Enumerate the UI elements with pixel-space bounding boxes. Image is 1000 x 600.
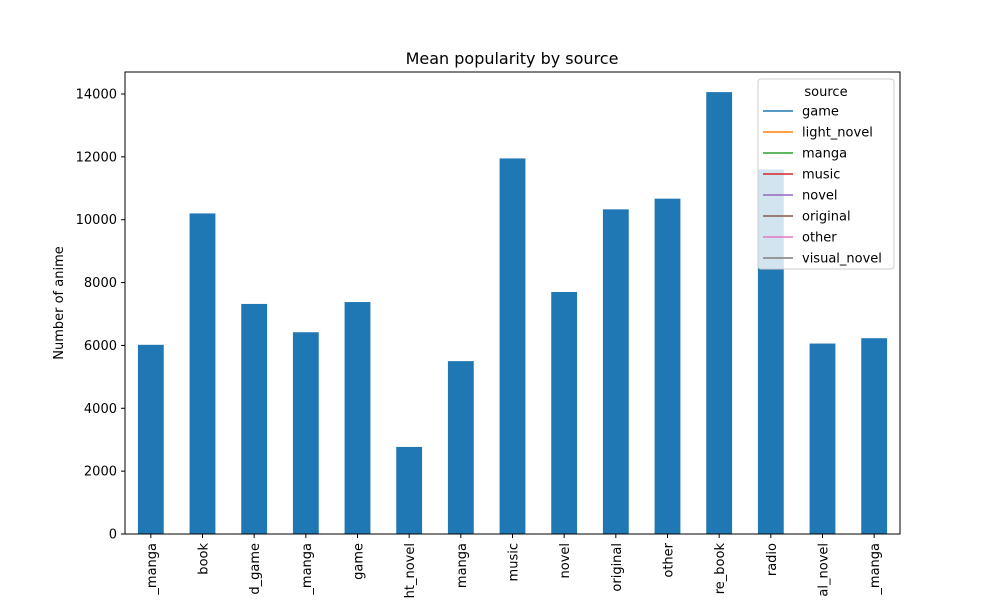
legend-entry-label: manga [802, 147, 847, 162]
y-tick-label: 0 [109, 528, 117, 543]
legend-entry-label: game [802, 105, 839, 120]
legend-entry-label: novel [802, 189, 838, 204]
x-tick-label: _manga [868, 543, 883, 596]
legend-title: source [804, 85, 847, 100]
x-tick-label: book [197, 543, 212, 575]
x-tick-label: game [352, 543, 367, 580]
x-tick-label: d_game [248, 543, 263, 595]
legend-entry-label: visual_novel [802, 252, 882, 267]
bar [292, 332, 319, 534]
y-tick-label: 10000 [76, 213, 117, 228]
bar [396, 446, 423, 534]
x-tick-label: _manga [300, 543, 315, 596]
legend-entry-label: other [802, 231, 837, 246]
bar [602, 209, 629, 535]
chart-title: Mean popularity by source [406, 49, 619, 68]
x-axis: _manga book d_game _manga game ht_novel manga m… [145, 534, 883, 598]
bar [706, 92, 733, 534]
bars-layer [137, 92, 888, 535]
x-tick-label: ht_novel [403, 543, 418, 598]
bar [861, 338, 888, 534]
bar [809, 343, 836, 534]
plot-frame [124, 71, 901, 535]
x-tick-label: other [662, 542, 677, 577]
x-tick-label: _manga [145, 543, 160, 596]
y-tick-label: 12000 [76, 150, 117, 165]
bar [344, 302, 371, 534]
y-tick-label: 14000 [76, 88, 117, 103]
y-tick-label: 4000 [84, 402, 117, 417]
bar [654, 198, 681, 534]
bar [447, 361, 474, 534]
x-tick-label: al_novel [817, 543, 832, 597]
bar [189, 213, 216, 534]
y-tick-label: 6000 [84, 339, 117, 354]
legend-entry-label: music [802, 168, 840, 183]
x-tick-label: radio [765, 543, 780, 576]
bar [137, 344, 164, 534]
x-tick-label: original [610, 543, 625, 592]
y-axis-label: Number of anime [52, 246, 67, 360]
x-tick-label: music [507, 543, 522, 581]
legend-box [757, 78, 895, 270]
legend-entry-label: light_novel [802, 126, 873, 141]
x-tick-label: re_book [713, 543, 728, 595]
y-tick-label: 2000 [84, 465, 117, 480]
bar [499, 158, 526, 534]
x-tick-label: novel [558, 543, 573, 579]
bar [241, 303, 268, 534]
legend-entry-label: original [802, 210, 851, 225]
bar [551, 292, 578, 534]
y-tick-label: 8000 [84, 276, 117, 291]
x-tick-label: manga [455, 543, 470, 588]
y-axis: 0 2000 4000 6000 8000 10000 12000 14000 [76, 88, 125, 543]
